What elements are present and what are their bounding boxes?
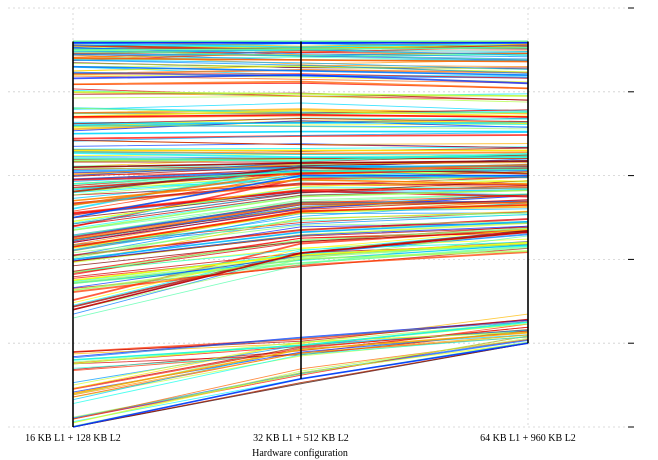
vertical-axes bbox=[72, 41, 529, 427]
x-tick-labels: 16 KB L1 + 128 KB L2 32 KB L1 + 512 KB L2… bbox=[25, 433, 576, 444]
x-tick-label-0: 16 KB L1 + 128 KB L2 bbox=[25, 433, 121, 444]
x-axis-title: Hardware configuration bbox=[252, 448, 348, 459]
x-tick-label-1: 32 KB L1 + 512 KB L2 bbox=[253, 433, 349, 444]
y-ticks bbox=[628, 7, 634, 428]
series-line bbox=[72, 342, 529, 428]
x-tick-label-2: 64 KB L1 + 960 KB L2 bbox=[480, 433, 576, 444]
